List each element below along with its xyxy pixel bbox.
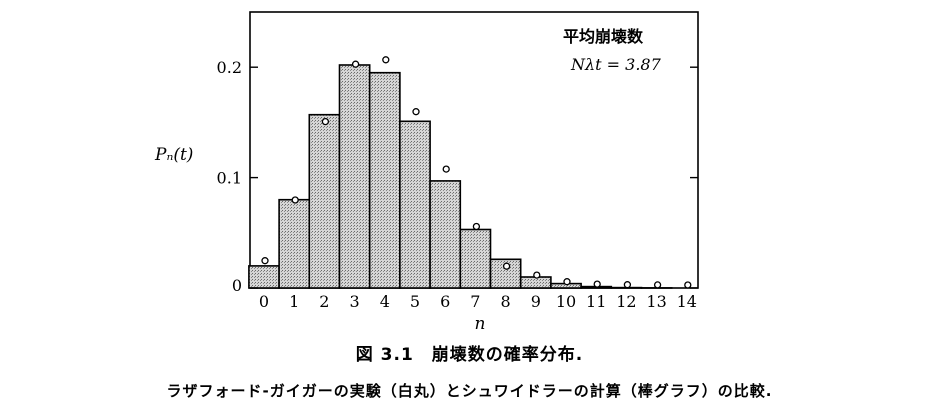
bar-0 (248, 265, 280, 289)
bar-3 (338, 64, 371, 289)
point-12 (623, 281, 632, 289)
point-13 (653, 281, 662, 289)
bar-8 (489, 258, 522, 289)
x-tick-label: 6 (440, 292, 450, 311)
point-2 (321, 117, 330, 126)
bar-2 (308, 113, 341, 289)
x-tick-label: 9 (531, 292, 541, 311)
x-tick-label: 3 (350, 292, 360, 311)
x-axis-label: n (475, 314, 486, 334)
figure-caption-text: ラザフォード-ガイガーの実験（白丸）とシュワイドラーの計算（棒グラフ）の比較. (166, 382, 773, 400)
point-7 (472, 222, 481, 231)
bars (248, 64, 673, 289)
y-tick-label: 0.2 (217, 58, 242, 77)
annotation-title: 平均崩壊数 (563, 27, 644, 46)
x-tick-label: 11 (586, 292, 606, 311)
point-0 (261, 257, 269, 265)
x-tick-label: 0 (259, 292, 269, 311)
point-8 (502, 262, 511, 270)
x-tick-label: 13 (646, 292, 666, 311)
x-tick-label: 5 (410, 292, 420, 311)
point-9 (533, 271, 541, 279)
x-tick-label: 14 (677, 292, 697, 311)
point-6 (442, 165, 450, 173)
annotation-value: Nλt = 3.87 (570, 55, 662, 74)
point-5 (412, 108, 420, 116)
y-axis-ticks: 0 0.1 0.2 (217, 58, 698, 295)
x-tick-label: 8 (501, 292, 511, 311)
x-tick-label: 12 (616, 292, 636, 311)
point-11 (593, 280, 601, 288)
point-3 (351, 60, 360, 68)
bar-6 (429, 180, 462, 289)
x-axis-ticks: 0 1 2 3 4 5 6 7 8 9 10 11 12 13 14 (259, 292, 697, 311)
point-4 (382, 56, 390, 64)
x-tick-label: 10 (556, 292, 576, 311)
y-tick-label: 0.1 (217, 169, 242, 188)
point-14 (684, 281, 692, 289)
bar-7 (459, 228, 492, 289)
bar-1 (278, 198, 311, 289)
point-10 (563, 278, 571, 286)
point-1 (291, 196, 299, 204)
data-points (261, 56, 692, 289)
x-tick-label: 2 (319, 292, 329, 311)
y-tick-label: 0 (232, 276, 242, 295)
bar-9 (519, 276, 552, 289)
bar-5 (399, 120, 431, 289)
x-tick-label: 1 (289, 292, 299, 311)
y-axis-label: Pₙ(t) (154, 145, 193, 165)
x-tick-label: 4 (380, 292, 390, 311)
figure-caption-title: 図 3.1 崩壊数の確率分布. (355, 345, 584, 365)
bar-4 (368, 71, 401, 289)
x-tick-label: 7 (470, 292, 480, 311)
